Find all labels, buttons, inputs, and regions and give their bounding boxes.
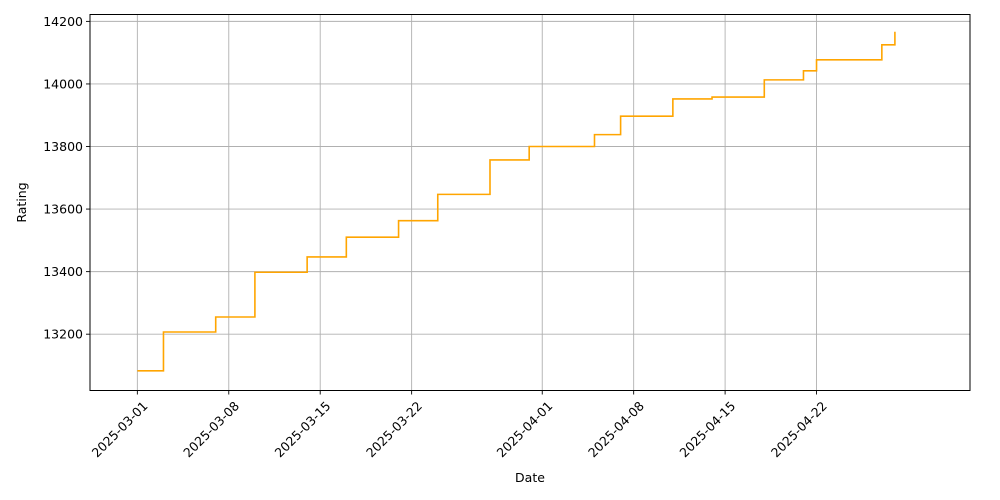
y-tick-label-5: 14200: [43, 14, 83, 29]
plot-area-frame: [89, 14, 971, 391]
x-tick-label-2: 2025-03-15: [272, 398, 334, 460]
x-tick-label-6: 2025-04-15: [676, 398, 738, 460]
y-tick-label-0: 13200: [43, 327, 83, 342]
x-tick-label-1: 2025-03-08: [180, 398, 242, 460]
x-axis-label: Date: [515, 470, 545, 485]
x-axis-ticks: 2025-03-01 2025-03-08 2025-03-15 2025-03-22…: [89, 390, 830, 460]
y-axis-ticks: 13200 13400 13600 13800 14000 14200: [43, 14, 90, 342]
x-tick-label-0: 2025-03-01: [89, 398, 151, 460]
y-tick-label-1: 13400: [43, 264, 83, 279]
x-tick-label-3: 2025-03-22: [363, 398, 425, 460]
y-tick-label-4: 14000: [43, 76, 83, 91]
x-grid-lines: [136, 14, 817, 391]
x-tick-label-5: 2025-04-08: [585, 398, 647, 460]
y-tick-label-3: 13800: [43, 139, 83, 154]
y-tick-label-2: 13600: [43, 202, 83, 217]
x-tick-label-4: 2025-04-01: [494, 398, 556, 460]
y-axis-label: Rating: [14, 182, 29, 222]
x-tick-label-7: 2025-04-22: [768, 398, 830, 460]
y-grid-lines: [90, 20, 970, 335]
rating-series-line: [137, 31, 896, 372]
